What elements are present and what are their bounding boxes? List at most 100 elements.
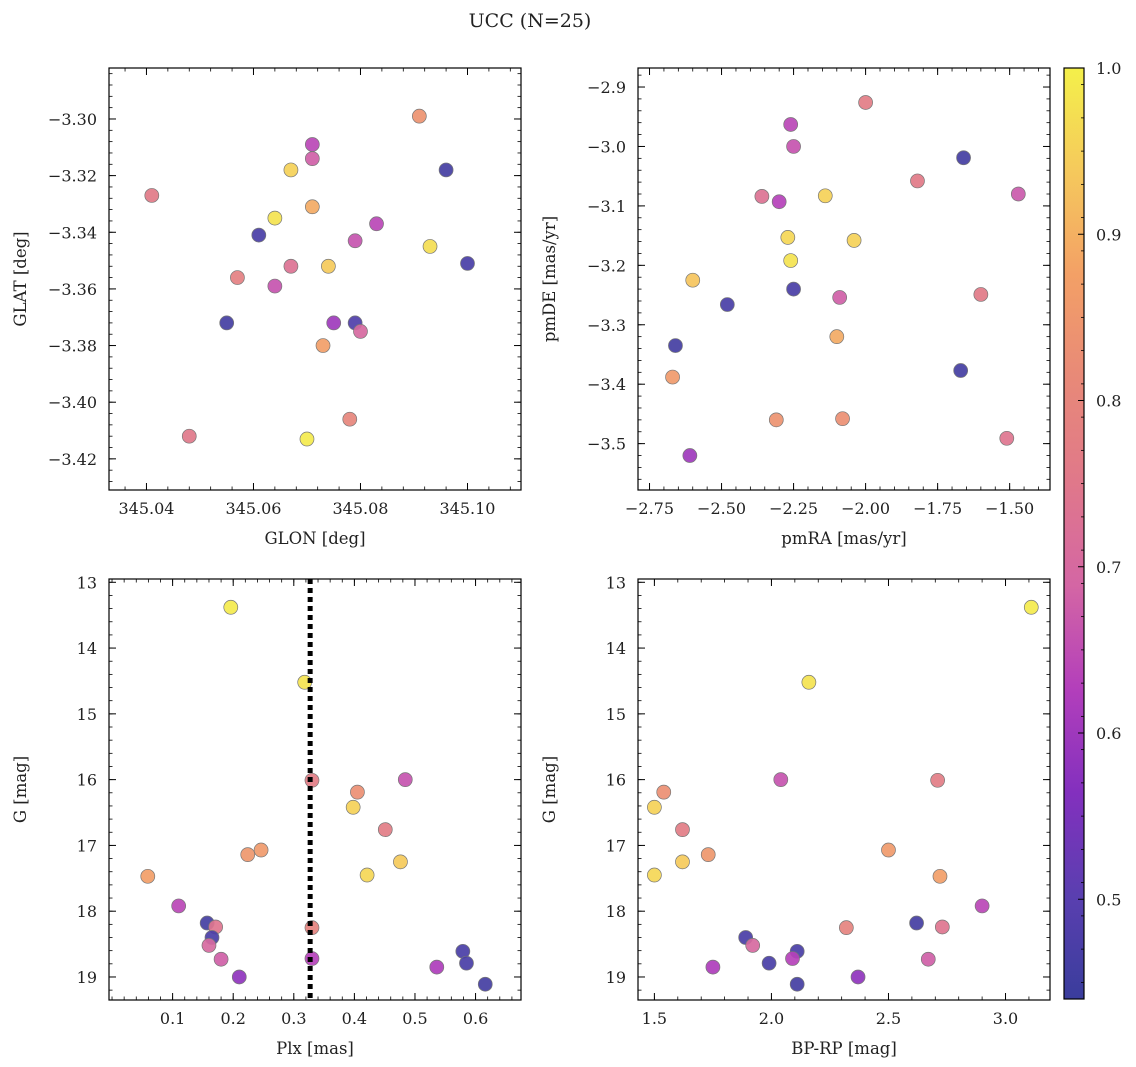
data-point xyxy=(675,822,690,837)
x-tick-label: −1.50 xyxy=(985,499,1034,518)
y-tick-label: −3.1 xyxy=(587,197,626,216)
data-point xyxy=(240,847,256,862)
points xyxy=(140,599,493,992)
data-point xyxy=(745,938,761,953)
colorbar-tick-label: 0.6 xyxy=(1096,724,1121,743)
data-point xyxy=(181,428,197,444)
x-tick-label: −2.00 xyxy=(841,499,890,518)
data-point xyxy=(477,976,493,992)
y-tick-label: 15 xyxy=(606,705,626,724)
data-point xyxy=(719,297,735,312)
data-point xyxy=(761,955,777,971)
data-point xyxy=(345,799,361,815)
y-tick-label: 19 xyxy=(77,968,97,987)
y-tick-label: −3.4 xyxy=(587,375,626,394)
data-point xyxy=(342,411,358,427)
axes-frame xyxy=(637,578,1051,1001)
data-point xyxy=(350,784,365,800)
data-point xyxy=(321,258,336,274)
axes-frame xyxy=(637,67,1051,491)
x-axis-label: BP-RP [mag] xyxy=(791,1039,897,1058)
data-point xyxy=(267,210,283,226)
x-tick-label: 0.5 xyxy=(402,1009,427,1028)
data-point xyxy=(283,258,299,274)
data-point xyxy=(846,233,862,248)
data-point xyxy=(932,868,948,884)
y-tick-label: 17 xyxy=(606,836,626,855)
data-point xyxy=(930,772,945,788)
data-point xyxy=(377,822,393,837)
data-point xyxy=(934,919,950,935)
colorbar-gradient xyxy=(1063,67,1085,1000)
data-point xyxy=(304,199,320,215)
panel-4: 1.5 2.0 2.5 3.0 13 14 15 16 17 18 19 BP-RP [mag] G [… xyxy=(540,573,1051,1058)
data-point xyxy=(700,847,716,862)
data-point xyxy=(858,95,873,110)
y-tick-label: −2.9 xyxy=(587,78,626,97)
y-tick-label: 13 xyxy=(606,573,626,592)
y-tick-label: 14 xyxy=(606,639,626,658)
data-point xyxy=(771,194,787,210)
data-point xyxy=(223,599,239,615)
data-point xyxy=(647,799,662,815)
data-point xyxy=(253,842,269,858)
points xyxy=(647,599,1039,992)
data-point xyxy=(219,315,235,331)
axes-frame xyxy=(108,67,522,491)
data-point xyxy=(974,898,990,914)
axes-frame xyxy=(108,578,522,1001)
y-tick-label: −3.2 xyxy=(587,256,626,275)
data-point xyxy=(705,959,721,975)
x-tick-label: 1.5 xyxy=(642,1009,667,1028)
y-tick-label: −3.30 xyxy=(48,110,97,129)
x-tick-label: 345.10 xyxy=(440,499,496,518)
data-point xyxy=(411,108,427,124)
data-point xyxy=(973,287,989,302)
data-point xyxy=(1023,599,1039,615)
data-point xyxy=(656,784,672,800)
colorbar-tick-label: 0.8 xyxy=(1096,392,1121,411)
data-point xyxy=(829,329,845,345)
data-point xyxy=(786,281,801,297)
y-tick-label: 16 xyxy=(606,771,626,790)
data-point xyxy=(326,315,342,331)
colorbar-tick-label: 0.7 xyxy=(1096,558,1121,577)
y-tick-label: −3.0 xyxy=(587,137,626,156)
y-tick-label: −3.32 xyxy=(48,167,97,186)
y-tick-label: −3.36 xyxy=(48,280,97,299)
points xyxy=(144,108,475,447)
data-point xyxy=(438,162,454,178)
x-tick-label: 0.1 xyxy=(160,1009,185,1028)
colorbar-tick-label: 0.5 xyxy=(1096,890,1121,909)
data-point xyxy=(422,239,438,254)
data-point xyxy=(397,772,413,787)
data-point xyxy=(956,150,971,166)
y-tick-label: 19 xyxy=(606,968,626,987)
y-axis-label: G [mag] xyxy=(540,756,559,823)
data-point xyxy=(369,216,384,232)
data-point xyxy=(881,842,896,858)
y-tick-label: 16 xyxy=(77,771,97,790)
x-axis-label: Plx [mas] xyxy=(276,1039,354,1058)
data-point xyxy=(910,173,925,189)
data-point xyxy=(835,411,850,427)
data-point xyxy=(359,867,375,883)
data-point xyxy=(171,898,187,914)
x-tick-label: 0.4 xyxy=(342,1009,367,1028)
x-axis-label: GLON [deg] xyxy=(264,529,365,548)
data-point xyxy=(789,976,805,992)
x-tick-label: 345.06 xyxy=(225,499,281,518)
y-tick-label: 14 xyxy=(77,639,97,658)
data-point xyxy=(140,868,156,884)
x-tick-label: −1.75 xyxy=(913,499,962,518)
data-point xyxy=(315,338,331,353)
x-tick-label: 0.6 xyxy=(463,1009,488,1028)
data-point xyxy=(850,969,866,985)
data-point xyxy=(909,915,924,931)
x-tick-label: 2.5 xyxy=(876,1009,901,1028)
y-tick-label: −3.3 xyxy=(587,316,626,335)
data-point xyxy=(786,139,801,154)
data-point xyxy=(393,854,408,870)
data-point xyxy=(838,920,854,935)
x-tick-label: −2.50 xyxy=(697,499,746,518)
